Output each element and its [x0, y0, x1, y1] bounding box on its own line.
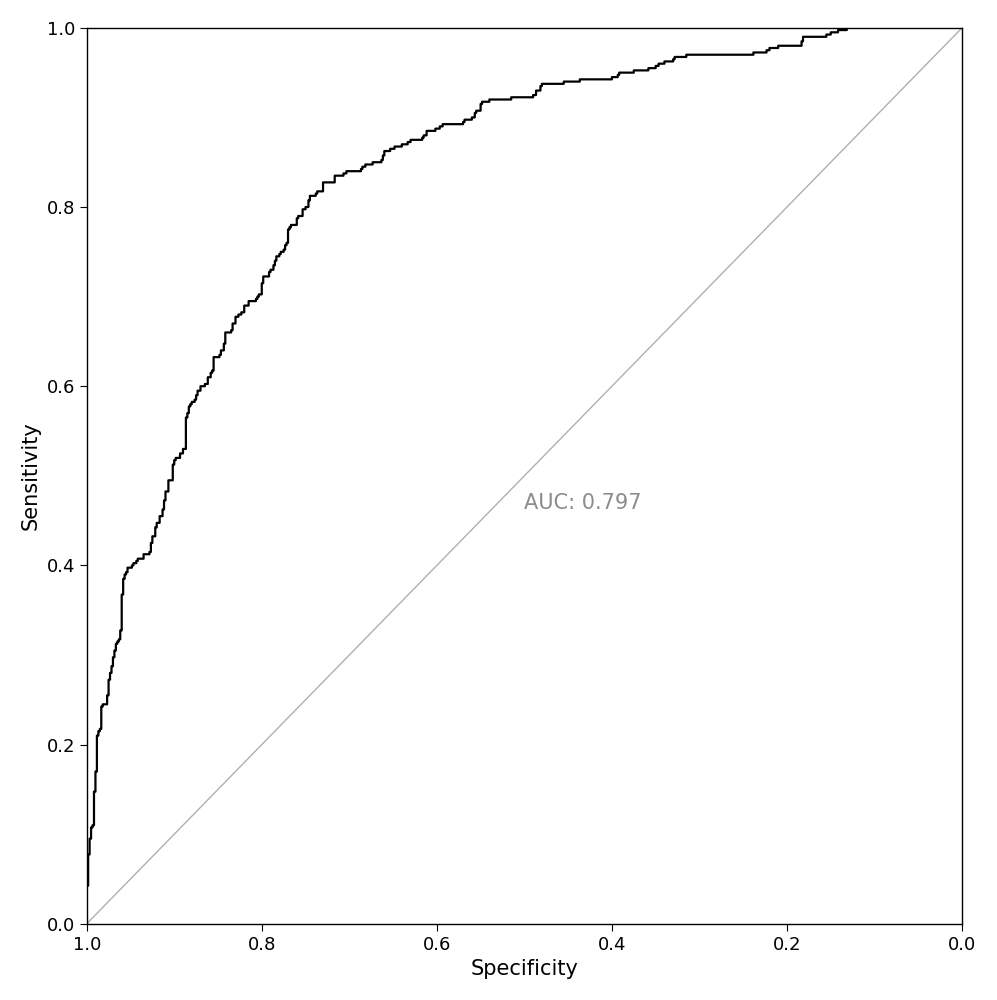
X-axis label: Specificity: Specificity [471, 959, 578, 979]
Y-axis label: Sensitivity: Sensitivity [21, 421, 41, 530]
Text: AUC: 0.797: AUC: 0.797 [524, 493, 642, 513]
